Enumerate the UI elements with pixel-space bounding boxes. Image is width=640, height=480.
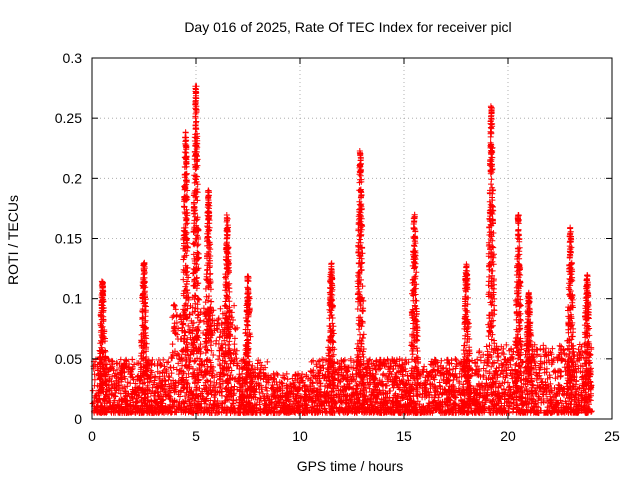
y-axis-ticks: 0 0.05 0.1 0.15 0.2 0.25 0.3	[55, 50, 612, 427]
chart-title: Day 016 of 2025, Rate Of TEC Index for r…	[184, 19, 511, 35]
y-tick-label: 0.05	[55, 351, 82, 367]
x-tick-label: 20	[500, 428, 516, 444]
y-tick-label: 0.3	[63, 50, 83, 66]
x-tick-label: 0	[88, 428, 96, 444]
y-tick-label: 0	[74, 411, 82, 427]
x-tick-label: 15	[396, 428, 412, 444]
x-tick-label: 5	[192, 428, 200, 444]
x-tick-label: 25	[604, 428, 620, 444]
y-axis-label: ROTI / TECUs	[5, 195, 21, 285]
y-tick-label: 0.15	[55, 231, 82, 247]
roti-point-markers	[89, 83, 595, 416]
y-tick-label: 0.1	[63, 291, 83, 307]
data-points	[89, 83, 595, 416]
x-axis-label: GPS time / hours	[297, 458, 404, 474]
x-tick-label: 10	[292, 428, 308, 444]
y-tick-label: 0.25	[55, 110, 82, 126]
x-axis-ticks: 0 5 10 15 20 25	[88, 58, 620, 444]
y-tick-label: 0.2	[63, 170, 83, 186]
